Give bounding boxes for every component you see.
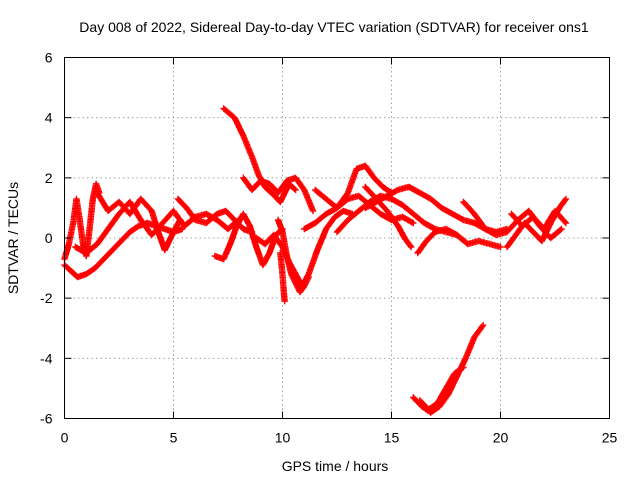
data-points bbox=[94, 189, 184, 254]
x-axis-label: GPS time / hours bbox=[282, 458, 389, 474]
data-points bbox=[508, 207, 570, 233]
series-arc-7 bbox=[220, 105, 299, 206]
data-points bbox=[220, 105, 299, 206]
series-arc-16 bbox=[362, 183, 415, 251]
data-points bbox=[211, 210, 286, 269]
data-points bbox=[414, 225, 504, 257]
data-points bbox=[312, 162, 395, 212]
x-tick-label: 0 bbox=[61, 430, 69, 446]
series-arc-8 bbox=[240, 174, 317, 215]
x-tick-label: 5 bbox=[170, 430, 178, 446]
data-points bbox=[240, 174, 317, 215]
chart-title: Day 008 of 2022, Sidereal Day-to-day VTE… bbox=[79, 19, 589, 35]
y-tick-label: -2 bbox=[40, 290, 53, 306]
series-arc-6 bbox=[211, 210, 286, 269]
series-arc-22 bbox=[416, 364, 467, 413]
series-arc-5 bbox=[174, 195, 256, 236]
y-tick-label: -4 bbox=[40, 350, 53, 366]
y-tick-label: 2 bbox=[45, 170, 53, 186]
series-arc-10 bbox=[274, 216, 312, 296]
series-arc-13 bbox=[312, 162, 395, 212]
ticks bbox=[64, 57, 610, 419]
y-axis-label: SDTVAR / TECUs bbox=[5, 182, 21, 294]
series-arc-20 bbox=[508, 207, 570, 233]
series-layer bbox=[61, 105, 570, 416]
y-tick-label: 6 bbox=[45, 50, 53, 66]
x-tick-label: 25 bbox=[602, 430, 618, 446]
y-tick-labels: -6 -4 -2 0 2 4 6 bbox=[40, 50, 53, 427]
x-tick-label: 20 bbox=[493, 430, 509, 446]
series-arc-17 bbox=[414, 225, 504, 257]
series-arc-4 bbox=[94, 189, 184, 254]
series-arc-11 bbox=[277, 249, 288, 305]
y-tick-label: -6 bbox=[40, 411, 53, 427]
x-tick-labels: 0 5 10 15 20 25 bbox=[61, 430, 618, 446]
x-tick-label: 15 bbox=[384, 430, 400, 446]
data-points bbox=[416, 364, 467, 413]
data-points bbox=[277, 249, 288, 305]
y-tick-label: 0 bbox=[45, 230, 53, 246]
data-points bbox=[362, 183, 415, 251]
y-tick-label: 4 bbox=[45, 110, 53, 126]
grid bbox=[64, 57, 610, 419]
x-tick-label: 10 bbox=[275, 430, 291, 446]
data-points bbox=[174, 195, 256, 236]
data-points bbox=[274, 216, 312, 296]
